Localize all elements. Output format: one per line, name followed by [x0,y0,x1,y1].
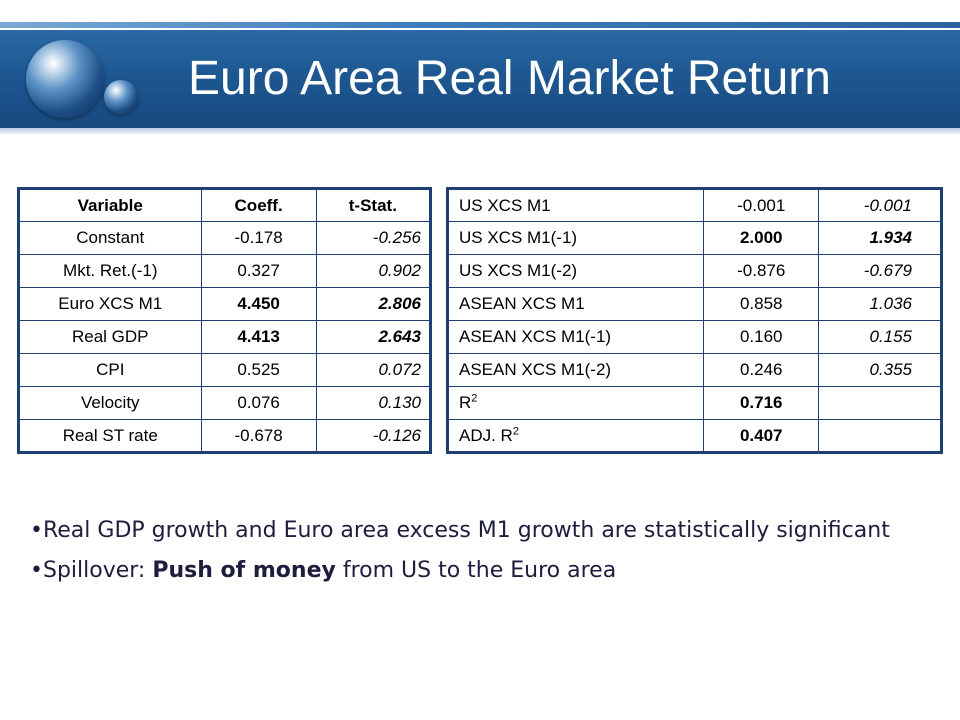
adj-r-squared-text: ADJ. R [459,425,513,445]
adj-r-squared-row: ADJ. R2 0.407 [446,419,942,453]
spillover-emphasis: Push of money [152,558,336,583]
bullet-spillover: •Spillover: Push of money from US to the… [30,556,940,586]
r-squared-superscript: 2 [471,392,478,405]
tstat-cell: 1.036 [818,287,942,321]
table-row: Euro XCS M1 4.450 2.806 [18,287,432,321]
table-row: US XCS M1(-2) -0.876 -0.679 [446,254,942,288]
variable-cell: Euro XCS M1 [18,287,202,321]
slide-title: Euro Area Real Market Return [188,52,831,105]
tstat-cell: 0.355 [818,353,942,387]
table-row: Constant -0.178 -0.256 [18,221,432,255]
r-squared-letter: R [459,393,472,412]
tstat-cell: -0.256 [315,221,432,255]
adj-r-squared-value: 0.407 [703,419,820,453]
adj-r-squared-label: ADJ. R2 [446,419,705,453]
header-variable: Variable [18,188,202,222]
coeff-cell: 4.450 [200,287,317,321]
tstat-cell: 0.130 [315,386,432,420]
table-row: ASEAN XCS M1(-1) 0.160 0.155 [446,320,942,354]
table-header-row: Variable Coeff. t-Stat. [18,188,432,222]
globe-icon [26,40,104,118]
regression-table-left: Variable Coeff. t-Stat. Constant -0.178 … [17,187,432,454]
regression-table-right: US XCS M1 -0.001 -0.001 US XCS M1(-1) 2.… [446,187,943,454]
table-row: US XCS M1 -0.001 -0.001 [446,188,942,222]
coeff-cell: -0.001 [703,188,820,222]
variable-cell: ASEAN XCS M1(-1) [446,320,705,354]
spillover-suffix: from US to the Euro area [335,558,617,583]
tstat-cell: 2.806 [315,287,432,321]
bullet-significance: •Real GDP growth and Euro area excess M1… [30,518,890,543]
banner-bottom-stripe [0,128,960,134]
coeff-cell: 0.076 [200,386,317,420]
empty-cell [818,419,942,453]
coeff-cell: -0.876 [703,254,820,288]
variable-cell: Constant [18,221,202,255]
table-row: ASEAN XCS M1 0.858 1.036 [446,287,942,321]
coeff-cell: 4.413 [200,320,317,354]
table-row: ASEAN XCS M1(-2) 0.246 0.355 [446,353,942,387]
r-squared-row: R2 0.716 [446,386,942,420]
coeff-cell: 0.327 [200,254,317,288]
table-row: US XCS M1(-1) 2.000 1.934 [446,221,942,255]
tstat-cell: -0.679 [818,254,942,288]
coeff-cell: 0.246 [703,353,820,387]
table-row: CPI 0.525 0.072 [18,353,432,387]
empty-cell [818,386,942,420]
variable-cell: ASEAN XCS M1 [446,287,705,321]
r-squared-value: 0.716 [703,386,820,420]
banner-band [0,30,960,130]
variable-cell: Real ST rate [18,419,202,453]
variable-cell: US XCS M1(-2) [446,254,705,288]
variable-cell: ASEAN XCS M1(-2) [446,353,705,387]
table-row: Velocity 0.076 0.130 [18,386,432,420]
coeff-cell: 2.000 [703,221,820,255]
coeff-cell: 0.525 [200,353,317,387]
header-banner: Euro Area Real Market Return [0,0,960,135]
table-row: Mkt. Ret.(-1) 0.327 0.902 [18,254,432,288]
header-tstat: t-Stat. [315,188,432,222]
spillover-prefix: •Spillover: [30,558,153,583]
coeff-cell: 0.160 [703,320,820,354]
tstat-cell: -0.001 [818,188,942,222]
bullet-list: •Real GDP growth and Euro area excess M1… [30,516,940,596]
tstat-cell: -0.126 [315,419,432,453]
tstat-cell: 0.155 [818,320,942,354]
r-squared-label: R2 [446,386,705,420]
header-coeff: Coeff. [200,188,317,222]
tstat-cell: 2.643 [315,320,432,354]
coeff-cell: -0.678 [200,419,317,453]
small-globe-icon [104,80,138,114]
tstat-cell: 0.902 [315,254,432,288]
tstat-cell: 1.934 [818,221,942,255]
variable-cell: Velocity [18,386,202,420]
variable-cell: Real GDP [18,320,202,354]
banner-top-stripe [0,22,960,28]
tstat-cell: 0.072 [315,353,432,387]
adj-r-squared-superscript: 2 [512,424,519,437]
variable-cell: CPI [18,353,202,387]
variable-cell: Mkt. Ret.(-1) [18,254,202,288]
table-row: Real ST rate -0.678 -0.126 [18,419,432,453]
variable-cell: US XCS M1(-1) [446,221,705,255]
variable-cell: US XCS M1 [446,188,705,222]
coeff-cell: 0.858 [703,287,820,321]
coeff-cell: -0.178 [200,221,317,255]
table-row: Real GDP 4.413 2.643 [18,320,432,354]
